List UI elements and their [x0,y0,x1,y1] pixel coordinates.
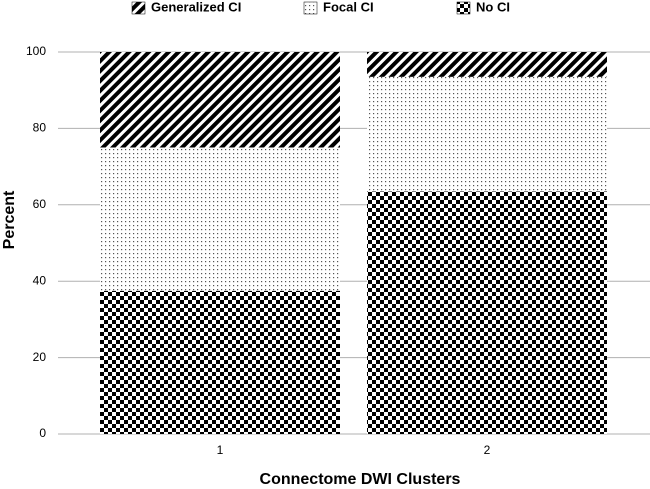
y-tick-label: 100 [26,44,46,58]
y-tick-label: 80 [33,121,47,135]
bar-segment [100,52,340,148]
x-tick-label: 2 [484,443,491,457]
bar-segment [367,52,607,77]
legend-swatch [456,1,471,15]
bar-segment [367,76,607,192]
bar-segment [100,290,340,434]
y-tick-label: 0 [39,426,46,440]
legend-swatch [303,1,318,15]
bar-segment [100,147,340,291]
legend-label: Focal CI [323,0,374,14]
legend-swatch [131,1,146,15]
x-tick-label: 1 [217,443,224,457]
y-tick-label: 40 [33,273,47,287]
legend-label: Generalized CI [151,0,241,14]
legend-label: No CI [476,0,510,14]
bar-segment [367,191,607,434]
y-tick-label: 20 [33,350,47,364]
y-tick-label: 60 [33,197,47,211]
y-axis-title: Percent [1,190,18,249]
x-axis-title: Connectome DWI Clusters [260,471,461,488]
